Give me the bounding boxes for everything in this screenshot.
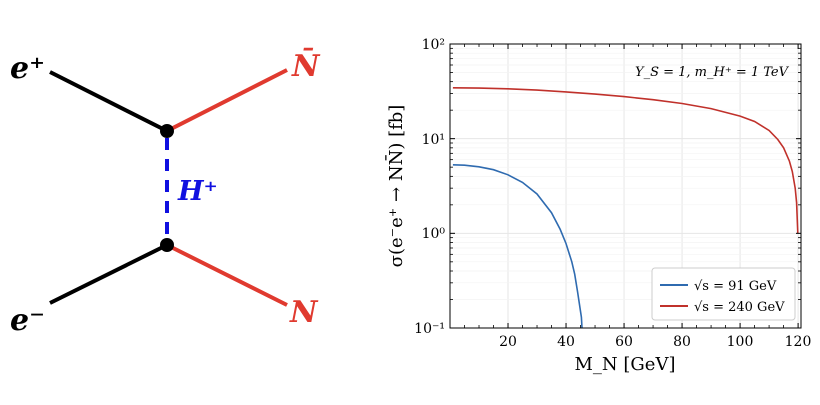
x-tick-label: 100 <box>727 334 754 350</box>
ticks <box>450 43 801 329</box>
grid <box>450 43 801 329</box>
y-tick-label: 10² <box>422 37 445 53</box>
upper-vertex <box>160 124 174 138</box>
legend: √s = 91 GeV √s = 240 GeV <box>651 267 796 321</box>
y-tick-label: 10⁻¹ <box>414 321 445 337</box>
e-plus-label: e⁺ <box>10 51 45 86</box>
legend-label-240: √s = 240 GeV <box>694 300 785 315</box>
x-tick-label: 120 <box>785 334 812 350</box>
series-layer <box>452 87 799 329</box>
plot-frame <box>449 43 802 329</box>
lower-vertex <box>160 238 174 252</box>
y-axis-title: σ(e⁻e⁺ → NN̄) [fb] <box>384 105 407 268</box>
n-bar-label: N̄ <box>291 48 321 84</box>
x-tick-label: 40 <box>557 334 575 350</box>
x-tick-label: 80 <box>673 334 691 350</box>
legend-label-91: √s = 91 GeV <box>694 279 777 294</box>
e-minus-line <box>49 243 168 305</box>
x-tick-label: 60 <box>615 334 633 350</box>
n-line <box>166 243 288 307</box>
mediator-label: H⁺ <box>177 176 218 207</box>
series-line-91 <box>452 164 583 329</box>
n-label: N <box>289 295 319 330</box>
e-minus-label: e⁻ <box>10 303 45 338</box>
x-tick-label: 20 <box>499 334 517 350</box>
feynman-diagram: e⁺ N̄ H⁺ e⁻ N <box>10 48 321 338</box>
y-tick-label: 10¹ <box>422 132 445 148</box>
y-tick-label: 10⁰ <box>422 226 446 242</box>
series-line-240 <box>452 87 799 234</box>
chart: 20 40 60 80 100 120 10⁻¹ 10⁰ 10¹ 10² M_N… <box>384 37 812 375</box>
n-bar-line <box>166 68 288 133</box>
annotation: Y_S = 1, m_H⁺ = 1 TeV <box>635 65 790 80</box>
e-plus-line <box>49 70 168 133</box>
x-axis-title: M_N [GeV] <box>575 354 676 375</box>
